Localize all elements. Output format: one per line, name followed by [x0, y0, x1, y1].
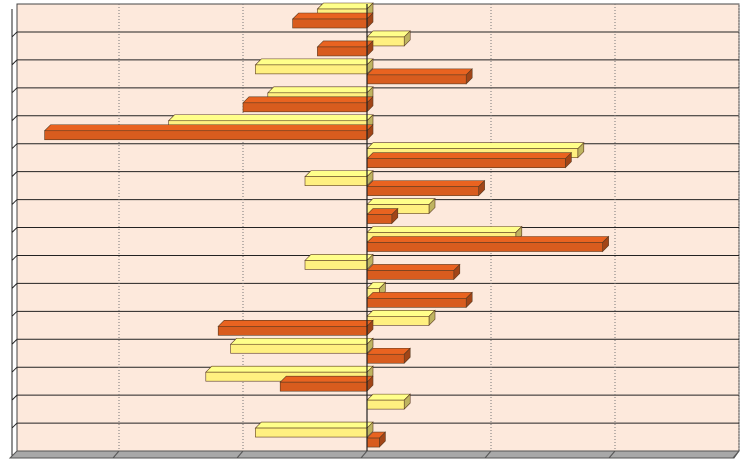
bar-top [366, 310, 436, 317]
bar-top [254, 58, 374, 66]
bar-front [366, 186, 479, 196]
bar-top [366, 264, 461, 271]
side-tick [11, 87, 18, 94]
bar [366, 347, 411, 364]
bar-front [366, 316, 430, 326]
bar-top [366, 198, 436, 205]
bar-top [366, 347, 411, 355]
bar-top [316, 2, 374, 10]
bar-front [230, 343, 368, 354]
bar [242, 96, 374, 113]
bar [366, 431, 387, 448]
bar [366, 393, 411, 410]
side-tick [11, 310, 18, 317]
side-tick [11, 59, 18, 66]
bar-front [366, 399, 405, 410]
bar [229, 337, 374, 354]
side-tick [11, 422, 18, 429]
bar-front [255, 64, 368, 75]
bar [254, 58, 374, 75]
bar-top [304, 170, 374, 177]
bar-top [43, 124, 374, 132]
side-tick [11, 338, 18, 345]
side-tick [11, 227, 18, 233]
bar [366, 179, 486, 197]
bar [43, 124, 374, 141]
bar [366, 309, 436, 327]
bar [366, 235, 610, 253]
bar-top [316, 40, 374, 48]
chart-floor [8, 450, 740, 459]
bar-top [217, 320, 374, 327]
bar-top [366, 292, 473, 299]
bar [316, 40, 374, 57]
side-tick [11, 283, 18, 289]
bar-top [167, 114, 374, 122]
bar-front [366, 242, 603, 252]
series-orange [43, 12, 610, 448]
bar-front [292, 18, 368, 29]
floor-tick [236, 450, 244, 459]
bar-front [366, 270, 455, 280]
bar-series [43, 2, 610, 448]
bar-front [279, 381, 368, 392]
bar [366, 151, 573, 169]
floor-tick [112, 450, 120, 459]
bar-top [304, 254, 374, 261]
bar-top [366, 142, 585, 149]
bar [217, 319, 374, 337]
bar-front [366, 214, 393, 224]
bar-top [366, 226, 523, 233]
side-tick [11, 115, 18, 122]
side-tick [11, 394, 18, 401]
bar [366, 68, 473, 85]
bar-top [366, 30, 411, 38]
bar-front [366, 158, 566, 168]
bar-front [242, 102, 368, 113]
side-tick [11, 171, 18, 177]
bar-front [255, 427, 368, 438]
floor-tick [608, 450, 616, 459]
floor-tick [732, 450, 740, 459]
bar [366, 207, 399, 225]
bar-front [304, 260, 368, 270]
side-tick [11, 143, 18, 150]
bar-front [366, 298, 467, 308]
bar [366, 291, 473, 309]
side-tick [11, 255, 18, 261]
bar-top [205, 365, 374, 373]
bar-front [366, 74, 467, 85]
bar-top [366, 180, 486, 187]
bar-top [366, 68, 473, 76]
bar [291, 12, 374, 29]
floor-tick [360, 450, 368, 459]
side-tick [11, 366, 18, 373]
bar-front [217, 326, 368, 336]
bar-top [291, 12, 374, 20]
bar-top [366, 152, 573, 159]
bar [304, 253, 374, 271]
bar-front [304, 176, 368, 186]
bar-top [366, 393, 411, 401]
bar [254, 421, 374, 438]
bar [279, 375, 374, 392]
bar-top [366, 236, 610, 243]
floor-tick [484, 450, 492, 459]
bar-front [366, 353, 405, 364]
bar-front [44, 130, 368, 141]
bar-top [242, 96, 374, 104]
bar [366, 30, 411, 47]
bar-front [317, 46, 368, 57]
bar [304, 169, 374, 187]
side-tick [11, 31, 18, 38]
floor-plane [8, 450, 740, 459]
bar-front [366, 437, 380, 448]
side-tick [11, 199, 18, 205]
bar-top [229, 337, 374, 345]
bar-top [279, 375, 374, 383]
bar [366, 263, 461, 281]
bar-top [254, 421, 374, 429]
bar-top [267, 86, 374, 94]
